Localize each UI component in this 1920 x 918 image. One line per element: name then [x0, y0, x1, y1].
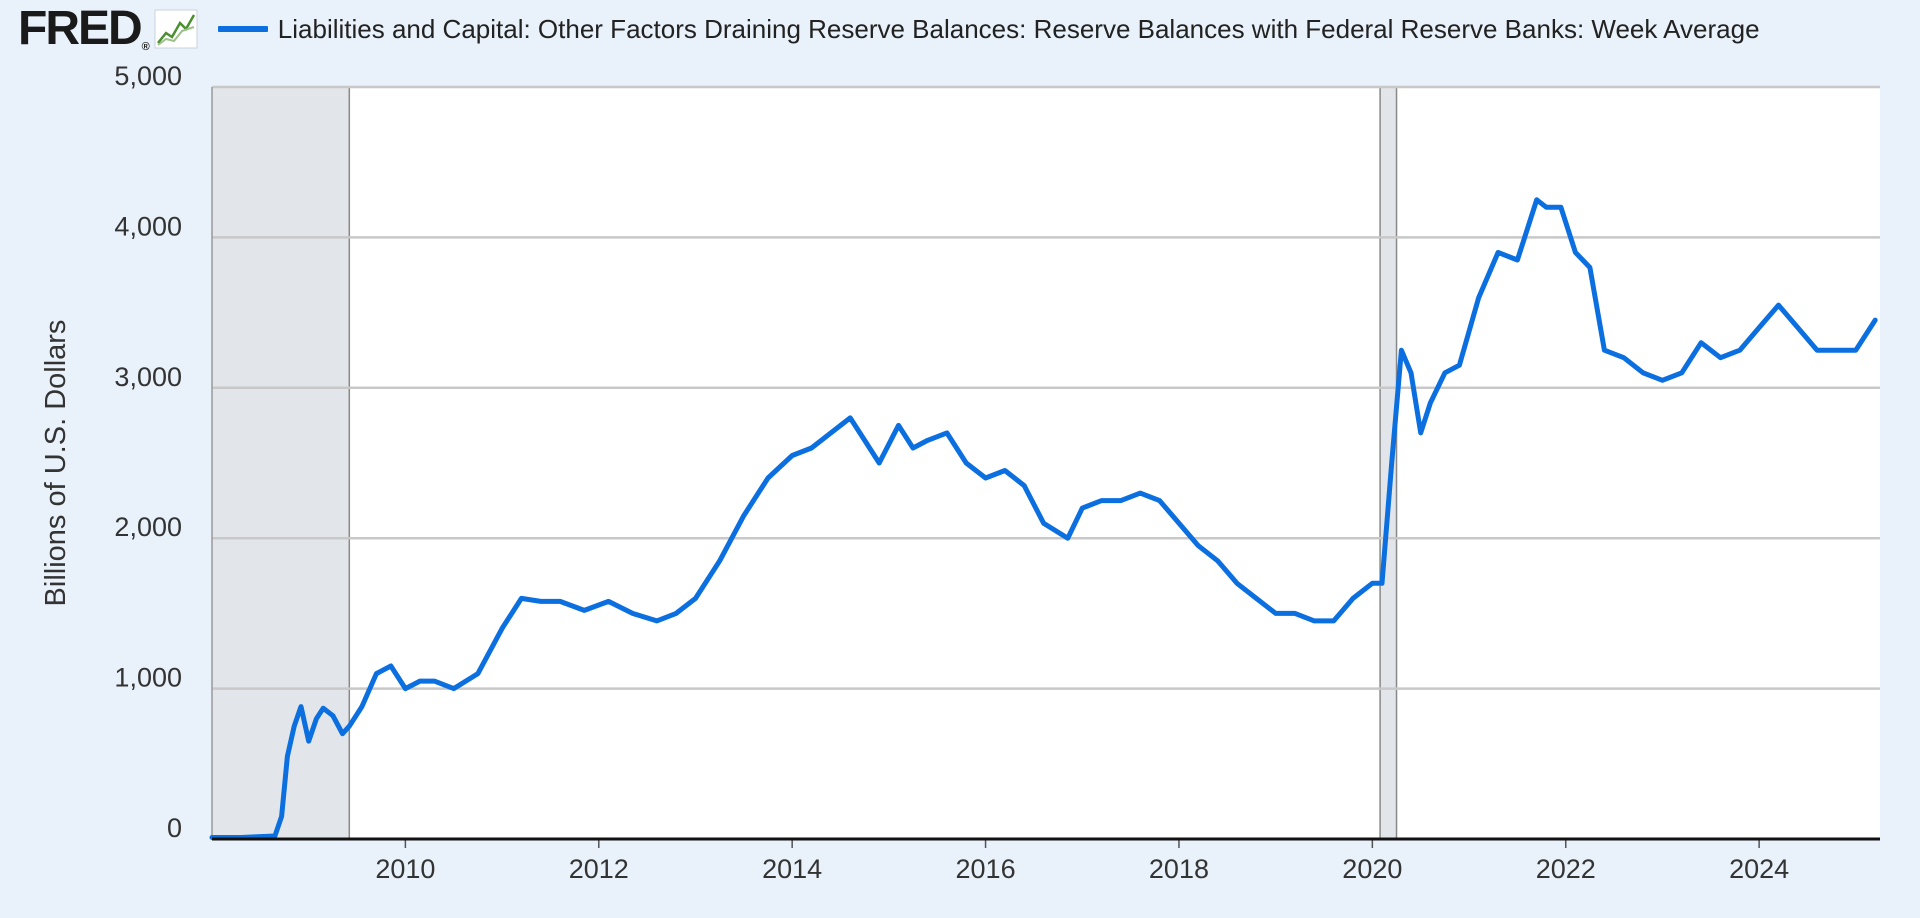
x-tick-label: 2024	[1729, 854, 1789, 884]
plot-area	[212, 87, 1880, 839]
x-tick-label: 2022	[1536, 854, 1596, 884]
y-axis-label: Billions of U.S. Dollars	[40, 320, 72, 607]
y-tick-label: 3,000	[114, 362, 182, 392]
y-tick-label: 0	[167, 813, 182, 843]
legend-label: Liabilities and Capital: Other Factors D…	[277, 13, 1760, 44]
x-tick-label: 2012	[569, 854, 629, 884]
fred-chart-icon	[154, 9, 198, 49]
fred-logo-mark: ®	[141, 41, 150, 53]
fred-logo-text: FRED	[18, 2, 143, 55]
x-tick-label: 2014	[762, 854, 822, 884]
series-line-0[interactable]	[209, 197, 1878, 840]
chart-header: FRED® Liabilities and Capital: Other Fac…	[0, 0, 1920, 58]
fred-logo[interactable]: FRED®	[18, 2, 150, 55]
legend-swatch	[217, 26, 268, 32]
y-tick-label: 2,000	[114, 512, 182, 542]
x-tick-label: 2018	[1149, 854, 1209, 884]
recession-shading-0	[212, 87, 350, 839]
y-tick-label: 5,000	[114, 61, 182, 91]
x-tick-label: 2010	[375, 854, 435, 884]
x-tick-label: 2020	[1342, 854, 1402, 884]
y-tick-label: 4,000	[114, 211, 182, 241]
y-tick-label: 1,000	[114, 663, 182, 693]
x-tick-label: 2016	[956, 854, 1016, 884]
recession-shading-1	[1380, 87, 1397, 839]
